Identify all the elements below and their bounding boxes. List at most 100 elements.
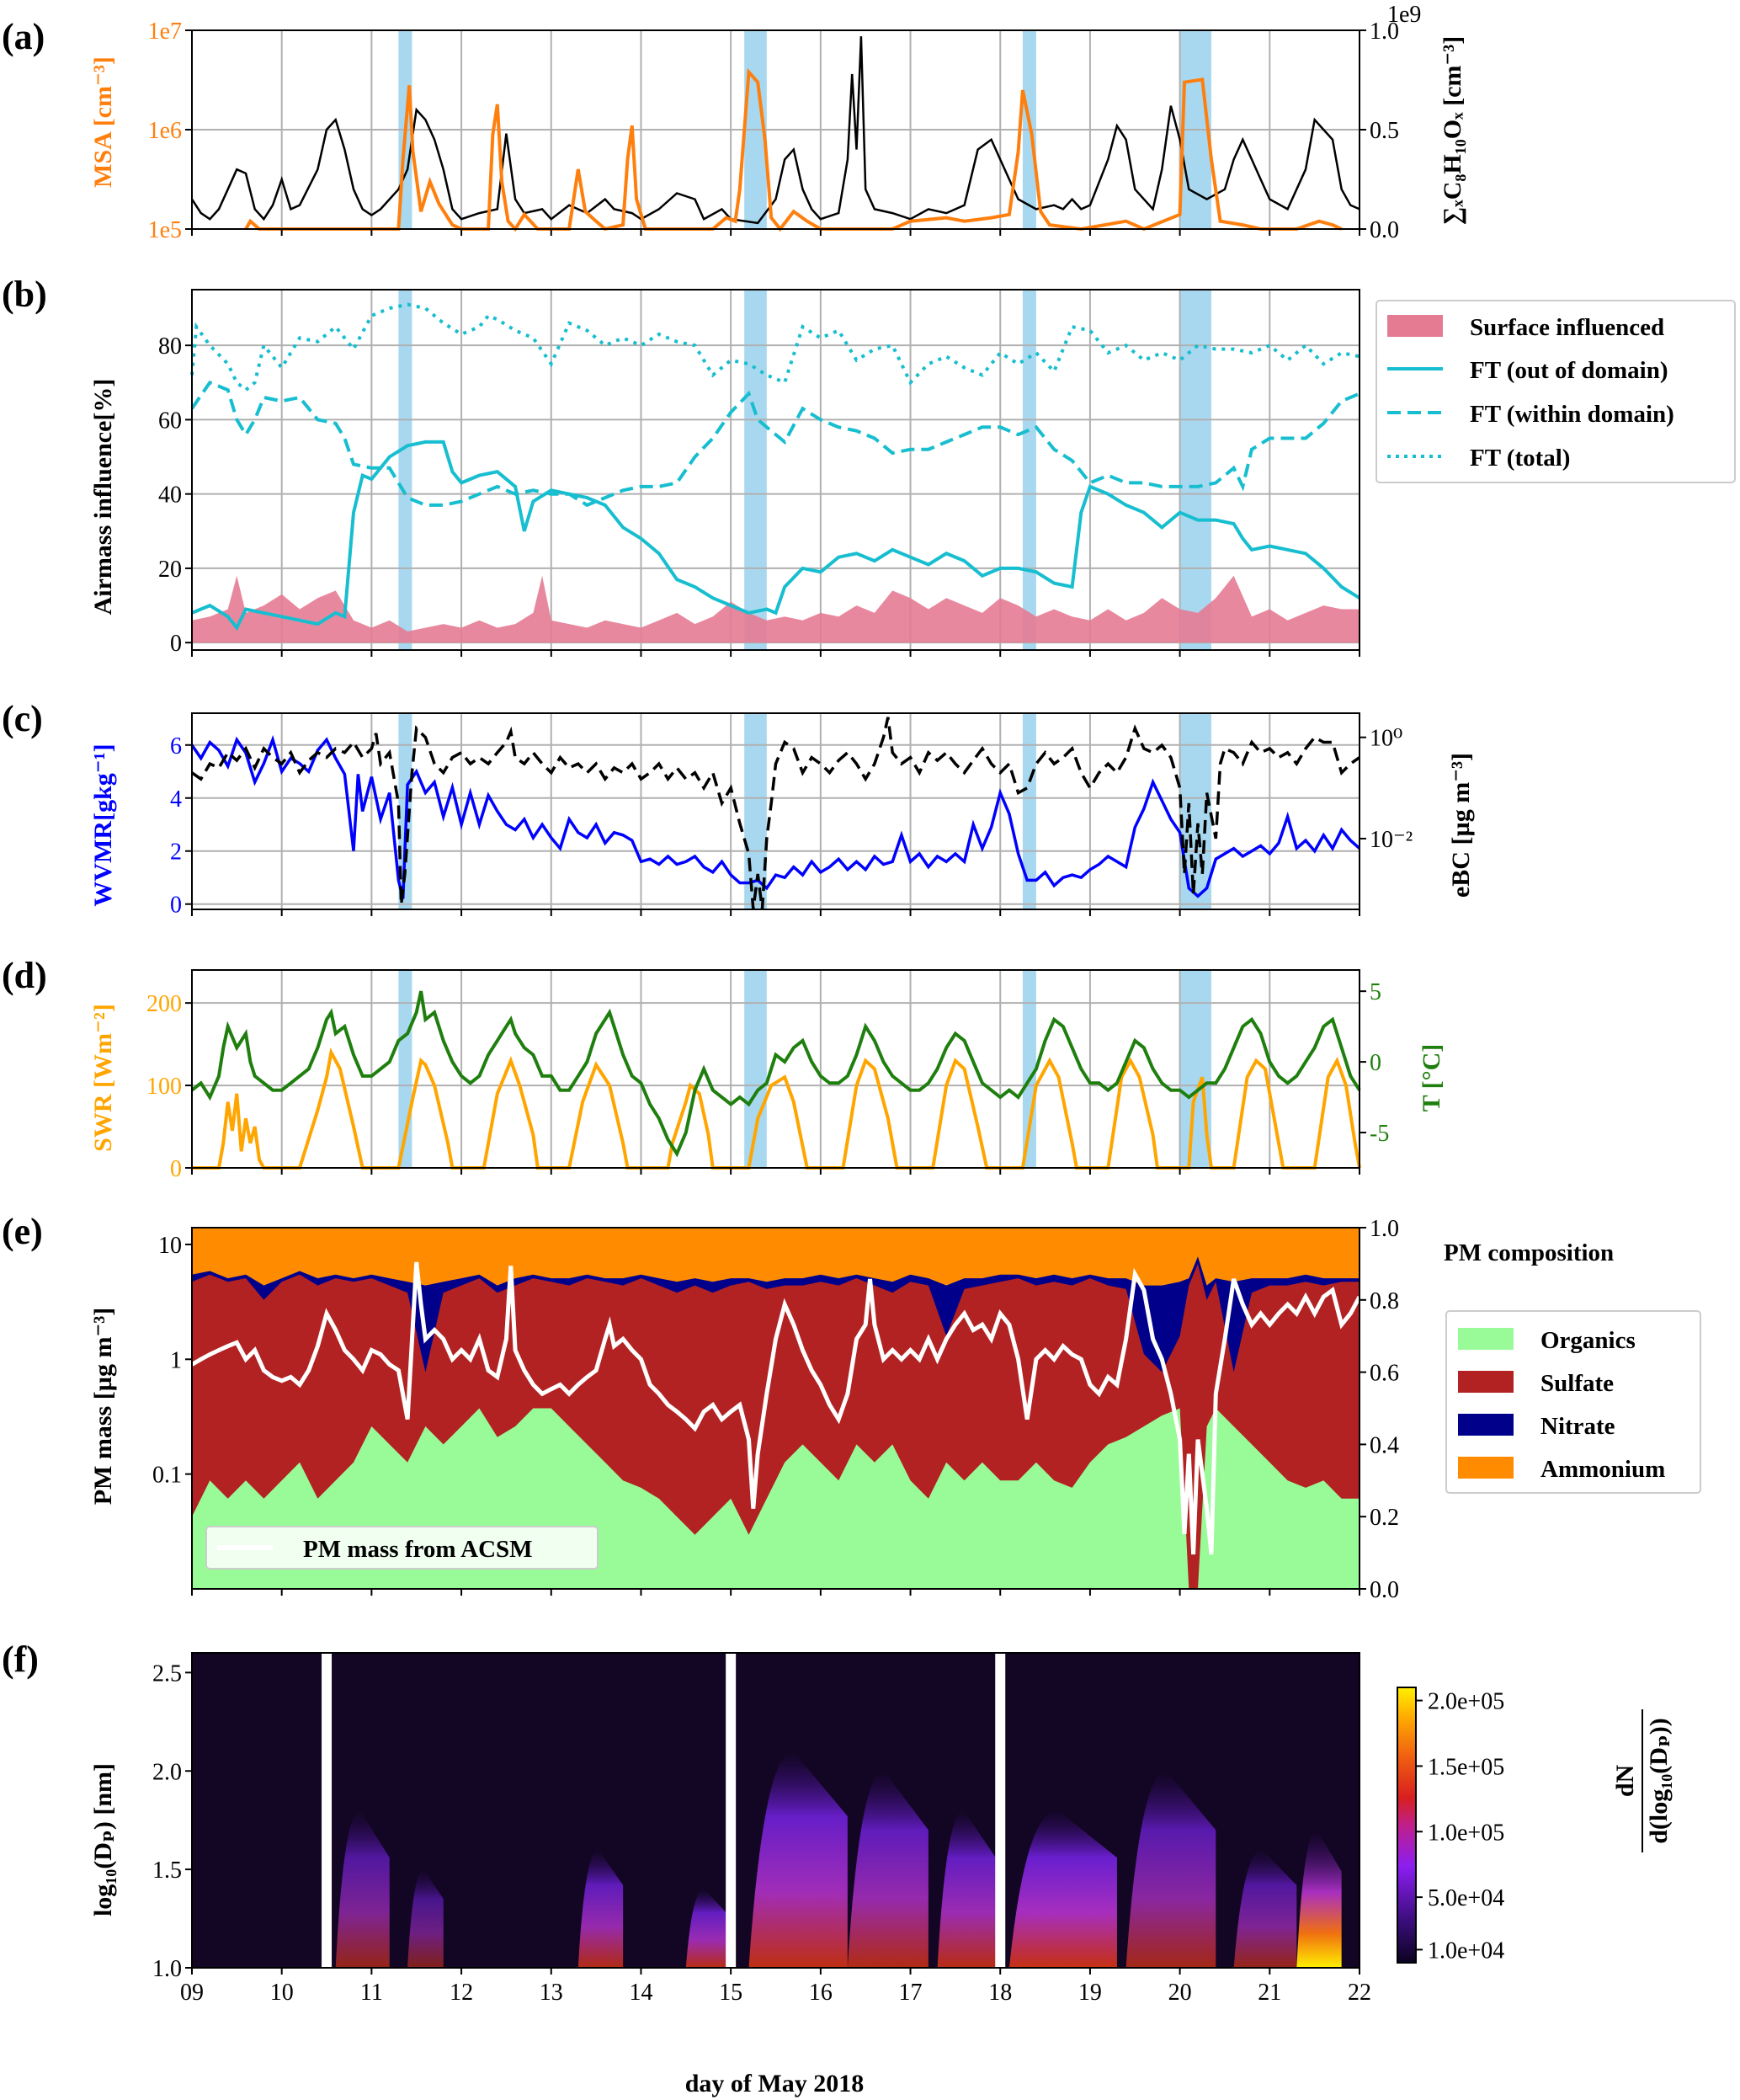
f-event-8 xyxy=(1125,1771,1216,1968)
f-event-2 xyxy=(577,1849,624,1968)
e-legend-title: PM composition xyxy=(1444,1239,1614,1266)
b-ylabel: Airmass influence[%] xyxy=(89,379,117,616)
y-tick-label-d: 5 xyxy=(1370,979,1381,1005)
e-line-acsm xyxy=(190,1261,1362,1555)
e-ylabel-left: PM mass [µg m⁻³] xyxy=(89,1308,117,1506)
e-legend-swatch-organics xyxy=(1458,1328,1514,1350)
y-tick-label-f: 2.5 xyxy=(152,1660,182,1687)
x-tick-label: 11 xyxy=(360,1980,383,2006)
y-tick-label-d: 0 xyxy=(1370,1050,1381,1076)
panel-label-b: (b) xyxy=(2,274,47,315)
a-right-multiplier: 1e9 xyxy=(1387,2,1421,28)
x-tick-label: 16 xyxy=(809,1980,833,2006)
f-gap-2 xyxy=(995,1653,1006,1968)
e-acsm-legend: PM mass from ACSM xyxy=(205,1526,599,1570)
panel-label-e: (e) xyxy=(2,1211,43,1252)
y-tick-label-f: 1.0 xyxy=(152,1956,182,1982)
f-event-5 xyxy=(847,1771,929,1968)
y-tick-label-e: 0.6 xyxy=(1370,1361,1399,1387)
e-legend-label-organics: Organics xyxy=(1540,1327,1636,1354)
panel-label-c: (c) xyxy=(2,698,43,739)
e-legend-frame xyxy=(1445,1310,1701,1494)
x-tick-label: 19 xyxy=(1078,1980,1102,2006)
c-line-ebc xyxy=(190,717,1361,910)
frame-b xyxy=(191,289,1360,651)
b-line-ft-total xyxy=(190,302,1360,392)
y-tick-label-d: -5 xyxy=(1370,1121,1389,1147)
c-line-wvmr xyxy=(190,734,1361,899)
frame-f xyxy=(191,1652,1360,1969)
x-axis-label: day of May 2018 xyxy=(685,2070,865,2097)
x-tick-label: 22 xyxy=(1348,1980,1371,2006)
chart-series xyxy=(190,36,1417,1968)
e-legend: Organics Sulfate Nitrate Ammonium xyxy=(1445,1310,1701,1494)
y-tick-label-e: 1 xyxy=(170,1347,182,1373)
y-tick-label-e: 0.2 xyxy=(1370,1505,1399,1531)
d-ylabel-right: T [°C] xyxy=(1418,1044,1445,1112)
y-tick-label-a: 0.0 xyxy=(1370,217,1399,243)
y-tick-label-c: 4 xyxy=(170,786,182,813)
d-line-swr xyxy=(192,1047,1361,1170)
y-tick-label-c: 0 xyxy=(170,893,182,919)
b-legend-swatch-surface xyxy=(1387,315,1443,337)
shaded-intervals xyxy=(192,30,1360,1169)
f-colorbar-tick-label: 1.0e+04 xyxy=(1428,1937,1504,1964)
shade-b-1 xyxy=(744,290,767,650)
y-tick-label-f: 2.0 xyxy=(152,1759,182,1785)
b-legend: Surface influenced FT (out of domain) FT… xyxy=(1376,300,1736,483)
f-event-4 xyxy=(748,1751,848,1968)
y-tick-label-a: 1e5 xyxy=(148,217,182,243)
f-event-3 xyxy=(685,1889,726,1968)
y-tick-label-a: 1.0 xyxy=(1370,19,1399,45)
frame-d xyxy=(191,969,1360,1169)
y-tick-label-e: 0.0 xyxy=(1370,1577,1399,1603)
x-tick-label: 18 xyxy=(988,1980,1012,2006)
f-gap-0 xyxy=(322,1653,333,1968)
f-colorbar-label-numerator: dN xyxy=(1611,1764,1639,1797)
y-tick-label-a: 0.5 xyxy=(1370,118,1399,144)
e-legend-swatch-nitrate xyxy=(1458,1414,1514,1436)
f-event-1 xyxy=(407,1869,444,1968)
x-tick-label: 13 xyxy=(540,1980,563,2006)
y-tick-label-a: 1e6 xyxy=(148,118,182,144)
a-ylabel-left: MSA [cm⁻³] xyxy=(89,56,117,188)
shade-c-2 xyxy=(1022,713,1036,909)
e-acsm-legend-frame xyxy=(205,1526,599,1570)
y-tick-label-e: 0.1 xyxy=(152,1463,182,1489)
e-legend-swatch-ammonium xyxy=(1458,1457,1514,1479)
y-tick-label-b: 60 xyxy=(158,408,182,434)
x-tick-label: 09 xyxy=(180,1980,204,2006)
a-ylabel-right: ∑ₓC₈H₁₀Oₓ [cm⁻³] xyxy=(1439,36,1466,226)
b-legend-label-surface: Surface influenced xyxy=(1470,314,1664,341)
shade-b-0 xyxy=(398,290,412,650)
f-event-6 xyxy=(937,1810,996,1968)
d-ylabel-left: SWR [Wm⁻²] xyxy=(89,1004,117,1152)
f-colorbar-tick-label: 1.5e+05 xyxy=(1428,1754,1504,1780)
e-legend-label-sulfate: Sulfate xyxy=(1540,1370,1614,1397)
y-tick-label-b: 80 xyxy=(158,333,182,360)
y-tick-label-e: 10 xyxy=(158,1233,182,1259)
panel-label-a: (a) xyxy=(2,16,45,57)
frame-c xyxy=(191,712,1360,910)
y-tick-label-e: 1.0 xyxy=(1370,1216,1399,1242)
x-tick-label: 17 xyxy=(899,1980,923,2006)
y-tick-label-d: 0 xyxy=(170,1156,182,1182)
y-tick-label-b: 20 xyxy=(158,557,182,583)
shade-b-3 xyxy=(1179,290,1211,650)
y-tick-label-c: 2 xyxy=(170,839,182,866)
b-legend-label-ft-total: FT (total) xyxy=(1470,445,1570,472)
x-tick-label: 14 xyxy=(629,1980,652,2006)
f-colorbar-tick-label: 5.0e+04 xyxy=(1428,1885,1504,1911)
y-tick-label-e: 0.4 xyxy=(1370,1432,1399,1458)
shade-d-2 xyxy=(1022,970,1036,1168)
x-tick-label: 20 xyxy=(1168,1980,1192,2006)
f-gap-1 xyxy=(726,1653,737,1968)
y-tick-label-e: 0.8 xyxy=(1370,1288,1399,1314)
y-tick-label-c: 10⁰ xyxy=(1370,726,1402,752)
e-legend-label-ammonium: Ammonium xyxy=(1540,1456,1665,1483)
f-event-10 xyxy=(1296,1830,1342,1968)
b-line-ft-out xyxy=(191,440,1361,632)
f-colorbar-label-denominator: d(log₁₀(Dₚ)) xyxy=(1645,1718,1673,1844)
